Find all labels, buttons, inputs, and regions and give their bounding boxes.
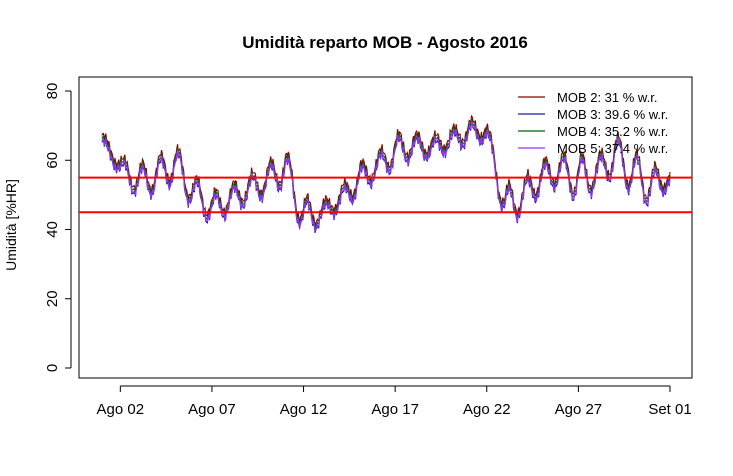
x-tick-label: Ago 07 xyxy=(188,401,236,418)
plot-frame xyxy=(78,76,693,379)
y-tick-label: 20 xyxy=(44,290,61,307)
legend-label: MOB 5: 37.4 % w.r. xyxy=(557,141,668,156)
legend: MOB 2: 31 % w.r. MOB 3: 39.6 % w.r. MOB 4:… xyxy=(518,90,668,156)
y-tick-label: 40 xyxy=(44,221,61,238)
legend-label: MOB 2: 31 % w.r. xyxy=(557,90,657,105)
y-tick-label: 60 xyxy=(44,152,61,169)
x-tick-label: Ago 22 xyxy=(463,401,511,418)
chart-title: Umidità reparto MOB - Agosto 2016 xyxy=(242,33,528,52)
series-line-3 xyxy=(101,117,671,230)
legend-label: MOB 3: 39.6 % w.r. xyxy=(557,107,668,122)
reference-lines xyxy=(79,176,692,214)
y-axis: 0 20 40 60 80 xyxy=(44,83,72,372)
y-axis-label: Umidità [%HR] xyxy=(3,179,19,271)
x-tick-label: Ago 12 xyxy=(280,401,328,418)
x-tick-label: Ago 27 xyxy=(555,401,603,418)
y-tick-label: 0 xyxy=(44,364,61,372)
series-line-1 xyxy=(101,114,671,227)
x-tick-label: Ago 17 xyxy=(371,401,419,418)
plot-lines xyxy=(101,114,671,233)
x-axis: Ago 02 Ago 07 Ago 12 Ago 17 Ago 22 Ago 27 Set … xyxy=(97,385,692,418)
y-tick-label: 80 xyxy=(44,83,61,100)
x-tick-label: Set 01 xyxy=(648,401,691,418)
legend-label: MOB 4: 35.2 % w.r. xyxy=(557,124,668,139)
series-line-4 xyxy=(101,120,671,232)
x-tick-label: Ago 02 xyxy=(97,401,145,418)
